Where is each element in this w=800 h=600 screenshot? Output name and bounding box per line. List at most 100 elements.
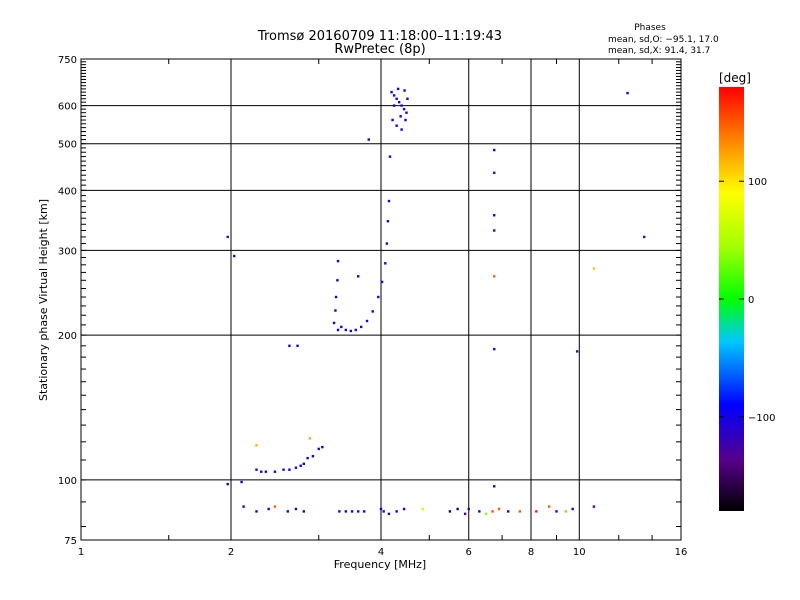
data-point: [421, 507, 424, 511]
colorbar-label: [deg]: [719, 71, 751, 85]
data-point: [406, 97, 409, 100]
data-point: [643, 235, 646, 239]
data-point: [404, 118, 407, 122]
data-point: [273, 470, 277, 473]
data-point: [356, 275, 360, 278]
data-point: [395, 97, 398, 100]
data-point: [240, 480, 243, 484]
data-point: [385, 242, 389, 245]
data-point: [555, 510, 558, 513]
data-point: [294, 507, 298, 511]
data-point: [336, 259, 340, 263]
data-point: [386, 220, 390, 223]
data-point: [547, 505, 551, 508]
y-axis-ticks: 75 100 200 300 400 500 600 750: [58, 55, 77, 547]
x-axis-ticks: 1 2 4 6 8 10 16: [78, 547, 688, 558]
data-point: [402, 107, 406, 111]
data-point: [350, 510, 354, 513]
data-point: [484, 512, 488, 516]
data-point: [493, 171, 496, 174]
data-point: [397, 100, 401, 104]
data-point: [402, 507, 406, 511]
data-point: [273, 505, 277, 508]
data-point: [334, 295, 338, 299]
y-tick-label: 600: [58, 102, 77, 113]
phase-stats-o: mean, sd,O: −95.1, 17.0: [608, 35, 719, 45]
data-point: [311, 455, 315, 458]
data-point: [493, 148, 496, 152]
data-point: [349, 329, 353, 333]
data-point: [571, 507, 574, 511]
data-point: [388, 155, 392, 158]
data-point: [332, 321, 336, 325]
y-tick-label: 75: [64, 536, 77, 547]
data-point: [340, 325, 343, 329]
data-point: [405, 111, 408, 114]
data-point: [255, 510, 258, 513]
data-point: [288, 344, 291, 348]
colorbar-tick-label: −100: [748, 413, 775, 424]
y-tick-label: 100: [58, 476, 77, 487]
data-point: [302, 462, 306, 466]
data-point: [396, 87, 400, 91]
data-point: [362, 510, 366, 513]
data-point: [338, 510, 341, 513]
y-axis-label: Stationary phase Virtual Height [km]: [37, 199, 50, 401]
data-point: [367, 138, 370, 141]
y-tick-label: 750: [58, 55, 77, 66]
data-point: [395, 124, 398, 127]
data-point: [493, 214, 496, 217]
phase-stats-x: mean, sd,X: 91.4, 31.7: [608, 46, 710, 56]
data-point: [308, 437, 312, 440]
chart-subtitle: RwPretec (8p): [334, 42, 425, 57]
data-point: [390, 90, 393, 94]
data-point: [400, 104, 403, 107]
data-point: [260, 470, 263, 473]
data-point: [626, 91, 629, 95]
data-point: [336, 279, 339, 282]
data-point: [506, 510, 510, 513]
data-point: [299, 464, 302, 467]
data-point: [255, 468, 258, 471]
data-point: [282, 468, 285, 471]
y-tick-label: 400: [58, 186, 77, 197]
data-points: [226, 87, 646, 516]
data-point: [497, 507, 501, 511]
data-point: [365, 319, 369, 323]
data-point: [493, 229, 496, 232]
grid-lines: [81, 59, 681, 540]
data-point: [493, 485, 496, 488]
data-point: [294, 466, 298, 469]
data-point: [382, 510, 385, 513]
data-point: [344, 328, 348, 332]
chart-title: Tromsø 20160709 11:18:00–11:19:43: [257, 29, 502, 44]
data-point: [478, 510, 481, 513]
colorbar-ticks: 100 0 −100: [719, 177, 775, 424]
data-point: [296, 344, 299, 348]
data-point: [226, 482, 229, 486]
x-tick-label: 2: [228, 547, 234, 558]
data-point: [456, 507, 459, 511]
x-axis-label: Frequency [MHz]: [334, 558, 426, 571]
data-point: [288, 468, 291, 471]
data-point: [400, 128, 403, 131]
phase-stats-heading: Phases: [634, 23, 666, 33]
data-point: [493, 347, 496, 351]
data-point: [592, 267, 596, 270]
data-point: [387, 512, 391, 516]
data-point: [371, 310, 374, 313]
x-tick-label: 1: [78, 547, 84, 558]
data-point: [317, 447, 320, 451]
minor-ticks: [81, 59, 681, 540]
data-point: [377, 295, 380, 299]
data-point: [336, 328, 340, 332]
x-tick-label: 10: [573, 547, 586, 558]
colorbar-tick-label: 0: [748, 295, 754, 306]
y-tick-label: 500: [58, 140, 77, 151]
data-point: [518, 510, 522, 513]
data-point: [354, 328, 357, 332]
data-point: [334, 309, 337, 312]
data-point: [255, 444, 258, 447]
data-point: [384, 262, 387, 265]
